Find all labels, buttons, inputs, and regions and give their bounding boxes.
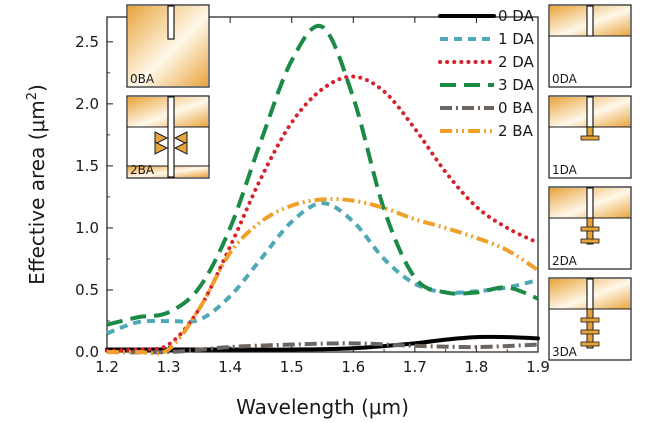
inset-2da: 2DA [548,186,632,270]
x-tick-label: 1.2 [95,358,119,376]
dipole-antenna [580,317,600,323]
slot [586,96,594,128]
dipole-antenna [580,341,600,347]
series-line-3-da [106,23,539,327]
inset-label: 1DA [552,163,578,177]
x-tick-label: 1.3 [157,358,181,376]
y-tick-label: 0.5 [75,281,99,299]
legend-label: 1 DA [498,30,535,48]
y-tick-label: 1.0 [75,219,99,237]
insets: 0BA 2BA 0DA 1DA 2DA 3DA [126,4,632,361]
stub [586,308,594,349]
inset-2ba: 2BA [126,95,210,179]
x-tick-label: 1.7 [403,358,427,376]
slot [586,187,594,219]
dipole-antenna [580,238,600,244]
inset-label: 2BA [130,163,155,177]
legend-label: 0 DA [498,7,535,25]
inset-3da: 3DA [548,277,632,361]
inset-0ba: 0BA [126,4,210,88]
dipole-antenna [580,329,600,335]
x-tick-label: 1.8 [464,358,488,376]
y-tick-label: 2.5 [75,33,99,51]
inset-label: 0DA [552,72,578,86]
axes: 1.2 1.3 1.4 1.5 1.6 1.7 1.8 1.9 0.0 0.5 1.0 1.5 2.0 2… [25,16,550,419]
x-tick-label: 1.6 [341,358,365,376]
y-tick-label: 1.5 [75,157,99,175]
slot [167,96,175,178]
x-tick-label: 1.4 [218,358,242,376]
series-line-2-da [105,74,540,353]
dipole-antenna [580,135,600,141]
bowtie-antenna [154,131,169,145]
y-axis-title-end: ) [25,84,49,92]
inset-label: 3DA [552,345,578,359]
legend-label: 0 BA [498,99,534,117]
x-tick-label: 1.5 [280,358,304,376]
inset-0da: 0DA [548,4,632,88]
x-tick-label: 1.9 [526,358,550,376]
series-line-1-da [106,201,539,336]
bowtie-antenna [173,141,188,155]
inset-label: 0BA [130,72,155,86]
dipole-antenna [580,226,600,232]
legend: 0 DA 1 DA 2 DA 3 DA 0 BA 2 BA [438,7,535,140]
bowtie-antenna [154,141,169,155]
series-line-2-ba [106,197,540,356]
y-tick-label: 2.0 [75,95,99,113]
series-layer [105,23,540,356]
y-axis-title-sup: 2 [25,92,40,100]
y-axis-title: Effective area (μm2) [25,84,49,285]
y-axis-title-main: Effective area (μm [25,100,49,285]
inset-1da: 1DA [548,95,632,179]
inset-label: 2DA [552,254,578,268]
stub [586,126,594,137]
legend-label: 3 DA [498,76,535,94]
legend-label: 2 DA [498,53,535,71]
legend-label: 2 BA [498,122,534,140]
series-line-0-ba [106,341,539,355]
slot [586,278,594,310]
bowtie-antenna [173,131,188,145]
slot [586,5,594,37]
slot [167,5,175,40]
x-axis-title: Wavelength (μm) [236,395,409,419]
y-tick-label: 0.0 [75,343,99,361]
